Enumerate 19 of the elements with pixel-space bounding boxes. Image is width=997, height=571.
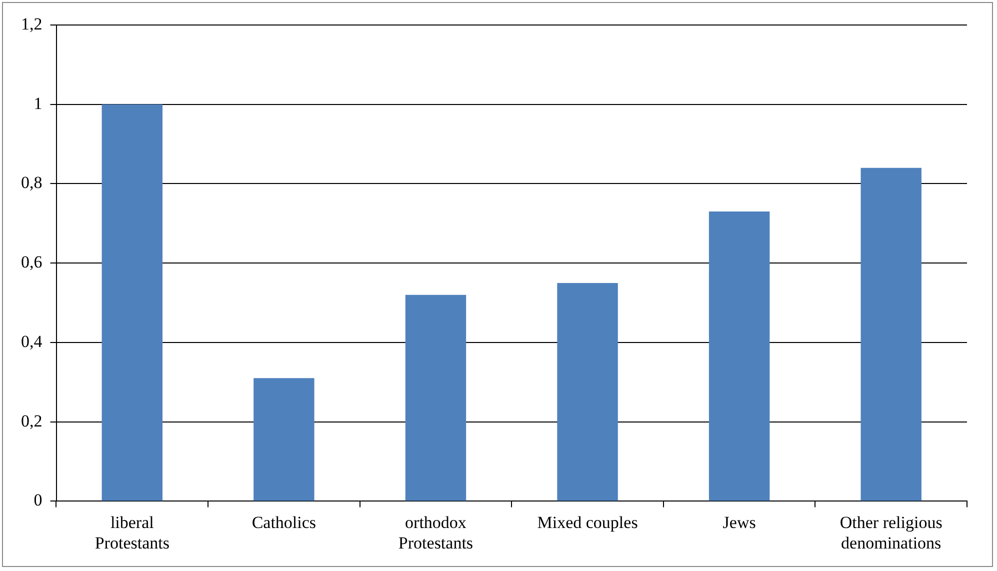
bar: [708, 212, 770, 501]
bar: [102, 104, 163, 501]
x-tick-label: orthodox Protestants: [398, 512, 474, 552]
y-tick-label: 0,2: [21, 411, 42, 430]
y-tick-label: 0,4: [21, 332, 43, 351]
y-tick-label: 1,2: [21, 14, 42, 34]
x-tick-label: Catholics: [252, 512, 316, 532]
bar: [254, 378, 314, 501]
x-tick-label: liberal Protestants: [94, 512, 170, 552]
y-tick-label: 0,8: [21, 173, 42, 192]
bar: [860, 168, 922, 501]
y-tick-label: 1: [34, 94, 42, 113]
x-tick-label: Jews: [722, 512, 756, 532]
x-tick-label: Other religious denominations: [840, 512, 942, 552]
bar: [405, 294, 466, 501]
bar: [557, 282, 618, 501]
y-tick-label: 0,6: [21, 252, 42, 272]
x-tick-label: Mixed couples: [537, 512, 638, 532]
y-tick-label: 0: [34, 490, 42, 510]
